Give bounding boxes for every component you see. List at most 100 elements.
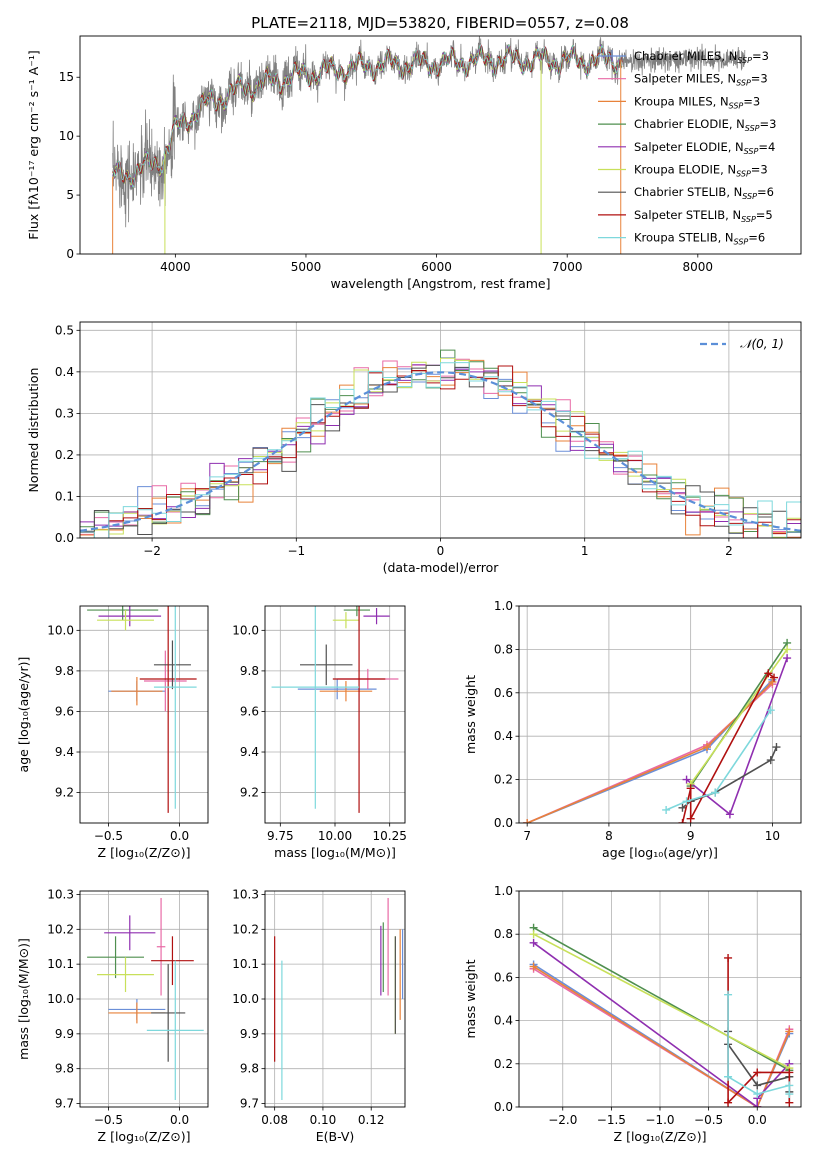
point-marker	[724, 1098, 733, 1107]
axes-massweight-vs-Z: −2.0 −1.5 −1.0 −0.5 0.0 0.0 0.2 0.4 0.6 0.8 1.0 Z […	[463, 884, 802, 1144]
y-axis-label: mass weight	[463, 675, 478, 754]
x-tick-label: 7	[523, 829, 531, 843]
y-tick-label: 0	[66, 247, 74, 261]
axes-residuals: −2 −1 0 1 2 0.0 0.1 0.2 0.3 0.4 0.5 (data-model)/er…	[26, 321, 802, 575]
axes-mass-vs-Z: −0.5 0.0 9.7 9.8 9.9 10.0 10.1 10.2 10.3 Z [log₁₀…	[16, 887, 209, 1144]
y-tick-label: 10.2	[232, 922, 259, 936]
y-tick-label: 9.2	[240, 786, 259, 800]
plot-area	[265, 606, 405, 823]
legend-label: Salpeter ELODIE, NSSP=4	[634, 140, 775, 156]
y-tick-label: 10.3	[232, 887, 259, 901]
spectrum-data-line	[112, 36, 746, 228]
point-marker	[682, 775, 691, 784]
mass-weight-line	[533, 965, 791, 1107]
x-tick-label: −0.5	[694, 1113, 723, 1127]
figure-title: PLATE=2118, MJD=53820, FIBERID=0557, z=0…	[251, 14, 629, 32]
y-tick-label: 0.4	[55, 365, 74, 379]
legend-label: Salpeter MILES, NSSP=3	[634, 72, 768, 88]
model-spectrum-line	[112, 44, 623, 188]
y-tick-label: 10	[59, 129, 74, 143]
y-tick-label: 0.4	[494, 729, 513, 743]
x-tick-label: 9	[687, 829, 695, 843]
y-tick-label: 10.2	[47, 922, 74, 936]
y-tick-label: 9.4	[55, 745, 74, 759]
point-marker	[523, 819, 532, 823]
point-marker	[686, 784, 695, 793]
point-marker	[529, 930, 538, 939]
mass-weight-line	[665, 709, 772, 811]
y-tick-label: 9.9	[55, 1027, 74, 1041]
y-tick-label: 10.0	[232, 623, 259, 637]
legend-label: Chabrier MILES, NSSP=3	[634, 49, 769, 65]
y-tick-label: 0.0	[494, 1100, 513, 1114]
point-marker	[772, 743, 781, 752]
legend-label: Chabrier ELODIE, NSSP=3	[634, 117, 776, 133]
x-tick-label: −1.0	[645, 1113, 674, 1127]
y-tick-label: 1.0	[494, 599, 513, 613]
y-tick-label: 0.4	[494, 1014, 513, 1028]
y-tick-label: 9.7	[240, 1097, 259, 1111]
y-axis-label: Flux [fλ10⁻¹⁷ erg cm⁻² s⁻¹ A⁻¹]	[26, 50, 41, 239]
x-tick-label: −0.5	[94, 829, 123, 843]
x-tick-label: −2	[143, 544, 161, 558]
point-marker	[785, 1098, 794, 1107]
mass-weight-line	[727, 958, 791, 1105]
x-tick-label: 9.75	[267, 829, 294, 843]
point-marker	[766, 756, 775, 765]
x-axis-label: E(B-V)	[316, 1129, 355, 1144]
x-axis-label: (data-model)/error	[383, 560, 500, 575]
y-axis-label: mass [log₁₀(M/M⊙)]	[16, 938, 31, 1060]
y-tick-label: 10.0	[47, 623, 74, 637]
y-tick-label: 0.6	[494, 970, 513, 984]
y-tick-label: 10.0	[47, 992, 74, 1006]
y-tick-label: 0.6	[494, 686, 513, 700]
legend: Chabrier MILES, NSSP=3 Salpeter MILES, NS…	[598, 49, 776, 247]
x-tick-label: 10.25	[373, 829, 407, 843]
plot-area	[519, 891, 801, 1107]
plot-area	[80, 891, 208, 1107]
x-tick-label: −0.5	[94, 1113, 123, 1127]
y-tick-label: 15	[59, 70, 74, 84]
mass-weight-line	[533, 933, 790, 1069]
y-tick-label: 10.1	[232, 957, 259, 971]
legend-label: 𝒩(0, 1)	[740, 337, 784, 351]
point-marker	[724, 953, 733, 962]
axes-age-vs-Z: −0.5 0.0 9.2 9.4 9.6 9.8 10.0 Z [log₁₀(Z/Z⊙)] ag…	[16, 605, 209, 860]
point-marker	[686, 814, 695, 823]
y-tick-label: 0.0	[494, 816, 513, 830]
axes-frame	[264, 890, 406, 1108]
x-tick-label: −1.5	[597, 1113, 626, 1127]
point-marker	[753, 1103, 762, 1107]
x-axis-label: mass [log₁₀(M/M⊙)]	[274, 845, 396, 860]
y-tick-label: 1.0	[494, 884, 513, 898]
point-marker	[753, 1090, 762, 1099]
y-tick-label: 9.8	[55, 1062, 74, 1076]
y-tick-label: 0.0	[55, 531, 74, 545]
point-marker	[529, 962, 538, 971]
mass-weight-line	[533, 942, 790, 1107]
x-tick-label: 6000	[421, 260, 452, 274]
point-marker	[785, 1090, 794, 1099]
x-tick-label: 0.0	[170, 1113, 189, 1127]
x-tick-label: −1	[287, 544, 305, 558]
x-tick-label: 0.08	[261, 1113, 288, 1127]
axes-age-vs-mass: 9.75 10.00 10.25 9.2 9.4 9.6 9.8 10.0 mass [log₁…	[232, 605, 407, 860]
point-marker	[783, 654, 792, 663]
point-marker	[724, 990, 733, 999]
plot-area	[80, 322, 801, 538]
y-tick-label: 5	[66, 188, 74, 202]
y-tick-label: 9.7	[55, 1097, 74, 1111]
x-tick-label: 5000	[291, 260, 322, 274]
y-tick-label: 0.8	[494, 642, 513, 656]
axes-frame	[264, 605, 406, 824]
y-tick-label: 0.1	[55, 489, 74, 503]
x-tick-label: −2.0	[548, 1113, 577, 1127]
y-tick-label: 0.2	[55, 448, 74, 462]
plot-area	[112, 36, 746, 254]
y-axis-label: age [log₁₀(age/yr)]	[16, 657, 31, 773]
point-marker	[785, 1027, 794, 1036]
y-tick-label: 10.1	[47, 957, 74, 971]
axes-massweight-vs-age: 7 8 9 10 0.0 0.2 0.4 0.6 0.8 1.0 age [log₁₀(age/yr…	[463, 599, 802, 860]
x-tick-label: 0.0	[748, 1113, 767, 1127]
